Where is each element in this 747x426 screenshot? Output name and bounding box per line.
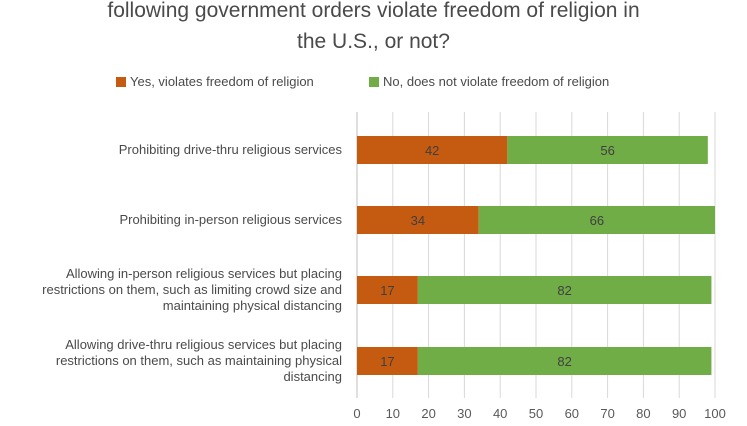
legend-swatch-no xyxy=(369,77,379,87)
data-label-no-3: 82 xyxy=(557,283,571,298)
category-label-4-line-1: Allowing drive-thru religious services b… xyxy=(65,337,342,352)
category-label-4: Allowing drive-thru religious services b… xyxy=(2,337,342,385)
category-label-3-line-3: maintaining physical distancing xyxy=(162,298,342,313)
chart-title-line-1: following government orders violate free… xyxy=(107,0,640,22)
category-label-3-line-2: restrictions on them, such as limiting c… xyxy=(42,282,342,297)
x-tick-label-70: 70 xyxy=(600,406,614,421)
data-label-no-4: 82 xyxy=(557,354,571,369)
x-tick-label-30: 30 xyxy=(457,406,471,421)
category-label-3: Allowing in-person religious services bu… xyxy=(2,266,342,314)
x-tick-label-50: 50 xyxy=(529,406,543,421)
legend-swatch-yes xyxy=(116,77,126,87)
legend-item-yes: Yes, violates freedom of religion xyxy=(116,74,314,89)
bar-yes-1 xyxy=(357,136,508,164)
x-tick-label-80: 80 xyxy=(636,406,650,421)
chart-title-line-2: the U.S., or not? xyxy=(297,30,450,53)
x-tick-label-100: 100 xyxy=(704,406,726,421)
x-tick-label-0: 0 xyxy=(353,406,360,421)
legend-label-yes: Yes, violates freedom of religion xyxy=(130,74,314,89)
bar-no-4 xyxy=(417,347,712,375)
category-label-4-line-3: distancing xyxy=(283,369,342,384)
data-label-yes-2: 34 xyxy=(411,213,425,228)
data-label-yes-3: 17 xyxy=(380,283,394,298)
data-label-no-1: 56 xyxy=(600,143,614,158)
legend-item-no: No, does not violate freedom of religion xyxy=(369,74,609,89)
x-tick-label-90: 90 xyxy=(672,406,686,421)
category-label-4-line-2: restrictions on them, such as maintainin… xyxy=(55,353,342,368)
bar-yes-4 xyxy=(357,347,418,375)
bar-no-1 xyxy=(507,136,708,164)
x-tick-label-40: 40 xyxy=(493,406,507,421)
x-tick-label-20: 20 xyxy=(421,406,435,421)
category-label-2-line-1: Prohibiting in-person religious services xyxy=(119,212,342,227)
bar-yes-3 xyxy=(357,276,418,304)
data-label-yes-4: 17 xyxy=(380,354,394,369)
bar-yes-2 xyxy=(357,206,479,234)
category-label-1-line-1: Prohibiting drive-thru religious service… xyxy=(118,142,342,157)
category-label-2: Prohibiting in-person religious services xyxy=(2,212,342,228)
bar-no-2 xyxy=(478,206,715,234)
legend-label-no: No, does not violate freedom of religion xyxy=(383,74,610,89)
data-label-no-2: 66 xyxy=(590,213,604,228)
data-label-yes-1: 42 xyxy=(425,143,439,158)
x-tick-label-60: 60 xyxy=(565,406,579,421)
x-tick-label-10: 10 xyxy=(386,406,400,421)
category-label-3-line-1: Allowing in-person religious services bu… xyxy=(65,266,342,281)
category-label-1: Prohibiting drive-thru religious service… xyxy=(2,142,342,158)
bar-no-3 xyxy=(417,276,712,304)
